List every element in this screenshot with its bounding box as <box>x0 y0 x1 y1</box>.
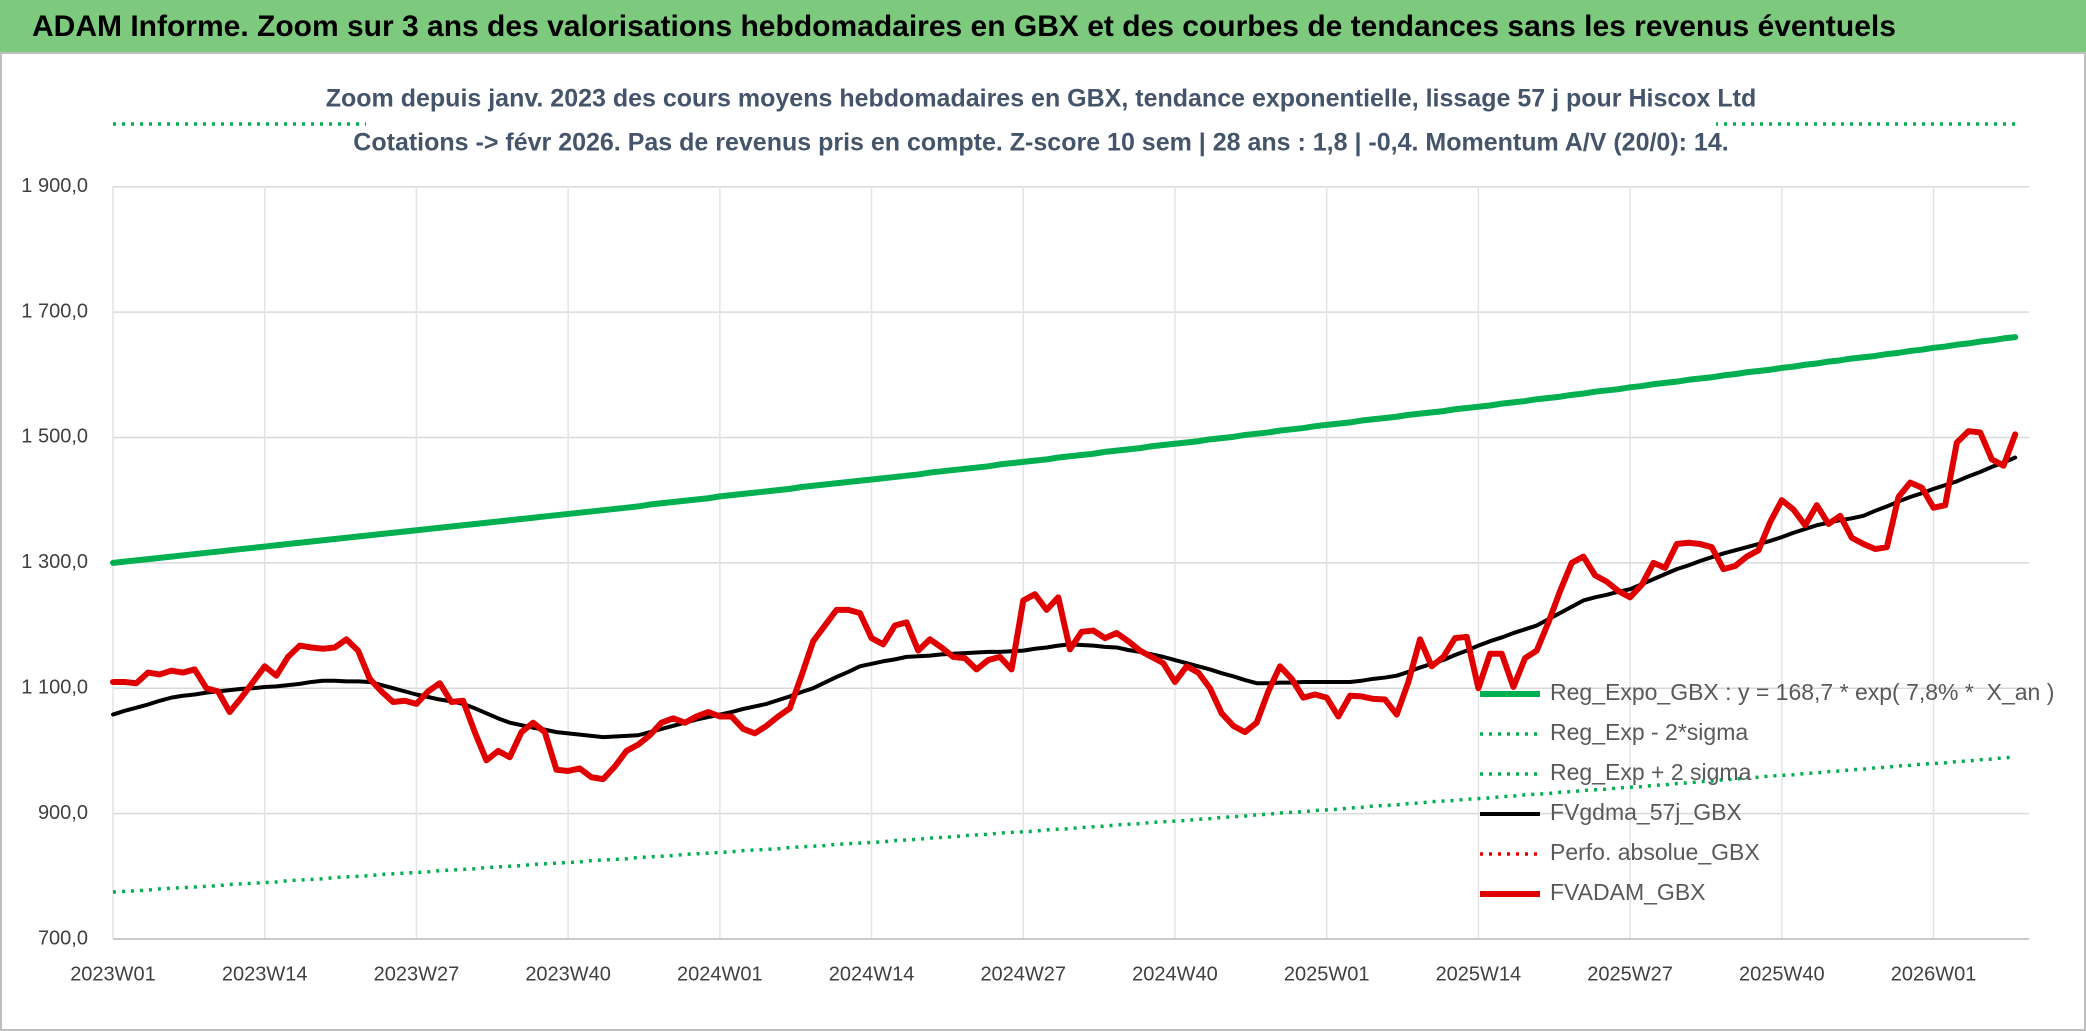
x-tick-label: 2023W01 <box>70 963 156 985</box>
y-tick-label: 1 300,0 <box>21 551 88 573</box>
x-tick-label: 2024W27 <box>980 963 1066 985</box>
legend-label: FVADAM_GBX <box>1550 879 1706 905</box>
axes: 700,0 900,0 1 100,0 1 300,0 1 500,0 1 700,0 1 … <box>21 175 2029 985</box>
x-tick-label: 2025W14 <box>1436 963 1522 985</box>
x-tick-label: 2026W01 <box>1891 963 1977 985</box>
x-tick-label: 2024W14 <box>829 963 915 985</box>
y-tick-label: 1 700,0 <box>21 300 88 322</box>
x-tick-label: 2023W40 <box>525 963 611 985</box>
x-tick-label: 2025W01 <box>1284 963 1370 985</box>
title-bar <box>0 0 2086 53</box>
subtitle-block: Zoom depuis janv. 2023 des cours moyens … <box>326 78 1757 170</box>
y-tick-label: 700,0 <box>38 927 88 949</box>
y-tick-label: 1 100,0 <box>21 677 88 699</box>
series-line <box>110 428 2019 783</box>
frame <box>0 52 2086 1031</box>
subtitle-background <box>366 78 1716 170</box>
x-tick-label: 2023W14 <box>222 963 308 985</box>
legend: Reg_Expo_GBX : y = 168,7 * exp( 7,8% * X… <box>1480 679 2054 905</box>
x-tick-label: 2023W27 <box>374 963 460 985</box>
subtitle-line: Zoom depuis janv. 2023 des cours moyens … <box>326 85 1757 113</box>
series-line <box>110 334 2019 566</box>
y-tick-label: 900,0 <box>38 802 88 824</box>
x-tick-label: 2024W01 <box>677 963 763 985</box>
legend-label: Reg_Exp + 2 sigma <box>1550 759 1752 785</box>
y-tick-label: 1 900,0 <box>21 175 88 197</box>
legend-label: Reg_Exp - 2*sigma <box>1550 719 1748 745</box>
legend-label: Perfo. absolue_GBX <box>1550 839 1760 865</box>
x-tick-label: 2025W27 <box>1587 963 1673 985</box>
chart-title: ADAM Informe. Zoom sur 3 ans des valoris… <box>32 10 1896 43</box>
legend-label: FVgdma_57j_GBX <box>1550 799 1742 825</box>
grid <box>112 185 2029 940</box>
legend-label: Reg_Expo_GBX : y = 168,7 * exp( 7,8% * X… <box>1550 679 2054 705</box>
x-tick-label: 2025W40 <box>1739 963 1825 985</box>
series-line <box>111 455 2018 740</box>
subtitle-line: Cotations -> févr 2026. Pas de revenus p… <box>353 129 1728 157</box>
y-tick-label: 1 500,0 <box>21 426 88 448</box>
series-line <box>112 755 2016 894</box>
x-tick-label: 2024W40 <box>1132 963 1218 985</box>
